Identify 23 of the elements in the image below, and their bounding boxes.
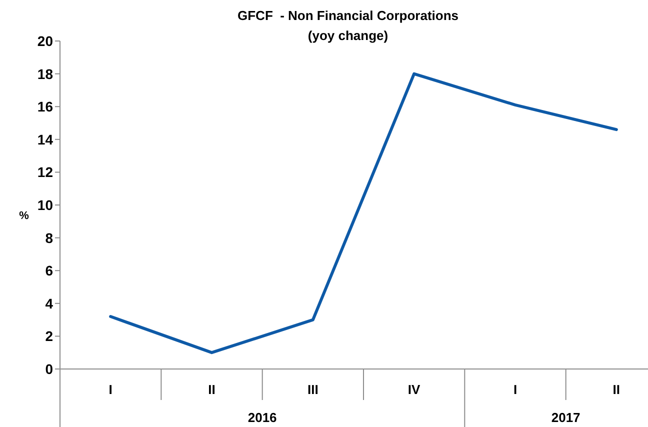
x-tick-label: III [307,382,318,398]
y-tick-label: 0 [45,360,54,377]
line-series [109,72,618,354]
y-tick-label: 12 [37,164,54,180]
x-tick-label: I [108,382,112,398]
chart-subtitle: (yoy change) [306,27,390,45]
y-tick-label: 20 [37,32,54,49]
y-tick-label: 14 [37,131,54,148]
chart-title: GFCF - Non Financial Corporations [236,7,460,25]
y-tick-label: 4 [45,295,54,312]
y-tick-label: 6 [45,262,54,279]
y-tick-label: 2 [45,328,54,344]
x-tick-label: II [208,382,216,398]
x-tick-label: I [513,382,518,398]
y-tick-label: 18 [37,66,54,82]
text: 2016 [248,410,277,425]
y-tick-label: 8 [45,230,54,246]
x-tick-label: IV [408,382,421,398]
y-tick-label: 10 [37,196,54,213]
y-axis-title: % [19,210,30,222]
y-tick-label: 16 [37,98,54,115]
text: 2017 [551,410,580,425]
x-tick-label: II [612,382,620,398]
